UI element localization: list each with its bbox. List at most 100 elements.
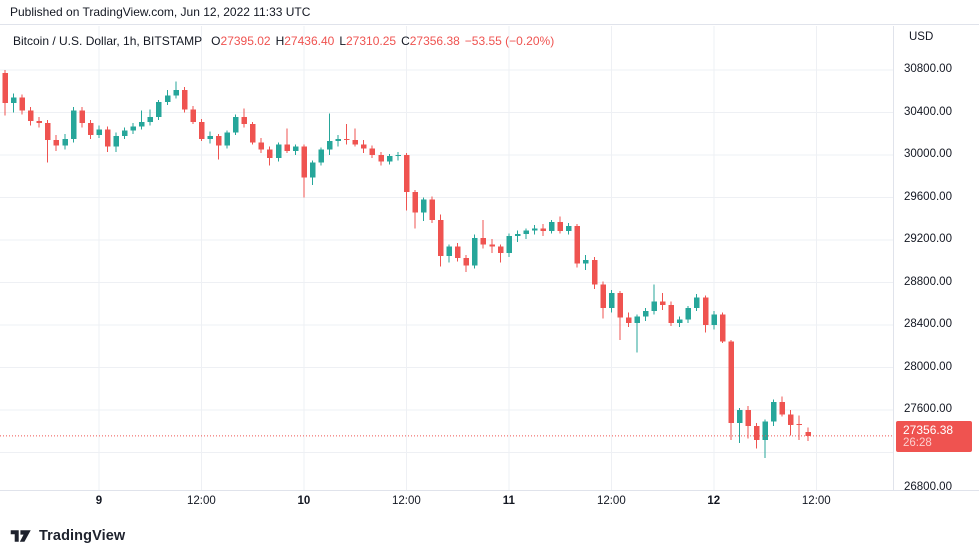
candle-body	[378, 155, 384, 162]
candle-body	[574, 226, 581, 264]
candle-body	[207, 135, 213, 140]
candle-body	[386, 156, 393, 162]
candle-body	[455, 246, 461, 259]
tradingview-logo[interactable]: TradingView	[10, 528, 125, 544]
candle-body	[694, 297, 700, 308]
candle-body	[19, 97, 26, 111]
ohlc-low: L27310.25	[339, 34, 397, 48]
candle-body	[754, 425, 760, 440]
price-tick-label: 26800.00	[904, 481, 952, 493]
chart-legend[interactable]: Bitcoin / U.S. Dollar, 1h, BITSTAMP O2739…	[13, 34, 554, 48]
candle-body	[79, 110, 85, 124]
candle-body	[643, 311, 649, 317]
candle-body	[36, 121, 43, 124]
candle-body	[190, 109, 196, 123]
candle-body	[651, 301, 658, 312]
candle-body	[523, 230, 529, 235]
candle-body	[796, 423, 803, 425]
candle-body	[779, 402, 786, 415]
candle-body	[267, 149, 273, 159]
candle-body	[531, 228, 538, 231]
candle-body	[412, 192, 418, 213]
candle-body	[617, 293, 623, 318]
candle-body	[625, 317, 632, 323]
candle-body	[11, 97, 17, 103]
candle-body	[403, 155, 410, 193]
candle-body	[634, 316, 640, 323]
time-tick-label: 12:00	[187, 495, 216, 507]
candle-body	[284, 144, 290, 151]
candle-body	[446, 246, 453, 256]
candle-body	[104, 129, 111, 147]
candle-body	[497, 246, 504, 253]
tradingview-logo-text: TradingView	[39, 528, 126, 544]
candle-body	[173, 90, 179, 96]
last-price-badge: 27356.38 26:28	[896, 420, 972, 452]
candle-body	[685, 308, 692, 320]
candle-body	[233, 116, 239, 133]
candle-body	[805, 431, 811, 436]
candle-body	[395, 155, 401, 157]
candle-body	[156, 101, 162, 117]
candle-body	[728, 341, 734, 423]
last-price-value: 27356.38	[903, 422, 954, 437]
candle-body	[489, 244, 495, 247]
candle-body	[369, 148, 376, 155]
candle-body	[45, 123, 51, 141]
candle-body	[224, 132, 231, 146]
candle-body	[677, 319, 683, 323]
candle-body	[28, 110, 34, 121]
candle-body	[514, 234, 521, 236]
time-tick-label: 12:00	[801, 495, 831, 507]
candle-body	[113, 135, 120, 147]
candle-body	[583, 260, 589, 264]
candle-body	[549, 221, 555, 231]
candle-body	[566, 226, 572, 231]
time-axis[interactable]	[0, 491, 979, 517]
published-bar: Published on TradingView.com, Jun 12, 20…	[0, 0, 979, 25]
candle-body	[241, 116, 248, 125]
symbol-title: Bitcoin / U.S. Dollar, 1h, BITSTAMP	[13, 34, 203, 48]
tradingview-logo-icon	[10, 530, 31, 542]
ohlc-open: O27395.02	[211, 34, 271, 48]
candle-body	[130, 126, 137, 131]
price-tick-label: 29600.00	[904, 190, 952, 203]
candle-body	[429, 199, 435, 220]
time-tick-label: 12	[707, 495, 721, 507]
candle-body	[139, 122, 145, 127]
candle-body	[361, 144, 367, 149]
candle-body	[87, 123, 94, 135]
price-change: −53.55 (−0.20%)	[464, 34, 555, 48]
candle-body	[668, 304, 675, 323]
ohlc-close: C27356.38	[401, 34, 460, 48]
candle-body	[62, 139, 68, 146]
candle-body	[719, 314, 726, 342]
candle-body	[216, 135, 222, 146]
candle-body	[258, 142, 265, 150]
price-tick-label: 30800.00	[904, 63, 952, 75]
candle-body	[181, 90, 188, 110]
price-tick-label: 27600.00	[904, 403, 952, 415]
candle-body	[344, 139, 350, 141]
candle-body	[591, 260, 598, 285]
candle-body	[250, 124, 256, 143]
candle-body	[309, 162, 316, 178]
time-tick-label: 11	[502, 495, 515, 507]
candle-body	[506, 235, 512, 253]
candle-body	[198, 122, 205, 140]
candle-body	[53, 140, 60, 146]
candle-body	[472, 237, 478, 266]
time-tick-label: 9	[95, 495, 103, 507]
candle-body	[736, 410, 743, 423]
candle-body	[301, 146, 307, 178]
time-tick-label: 12:00	[596, 495, 626, 507]
candle-body	[122, 130, 128, 136]
candle-body	[557, 221, 564, 231]
ohlc-high: H27436.40	[275, 34, 335, 48]
candle-body	[762, 421, 769, 440]
candle-body	[96, 129, 102, 135]
price-tick-label: 30000.00	[904, 148, 952, 160]
candle-body	[70, 110, 77, 140]
